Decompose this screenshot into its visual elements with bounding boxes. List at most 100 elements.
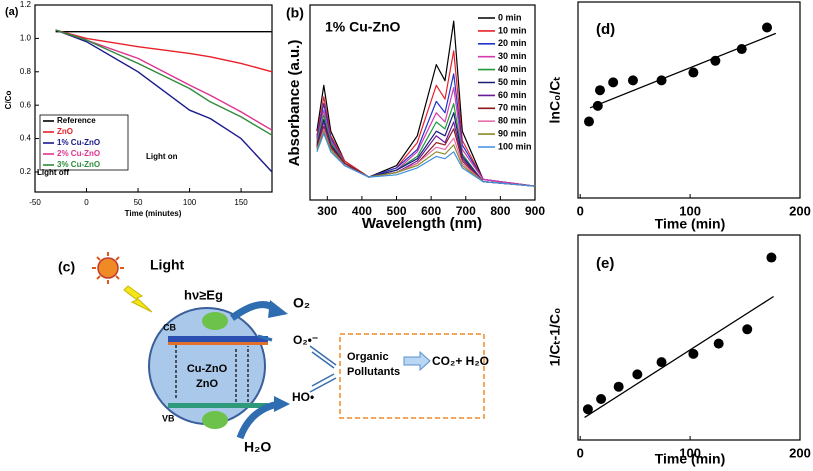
lightning-icon: [123, 285, 153, 313]
chart-title: 1% Cu-ZnO: [325, 19, 401, 35]
double-arrows: [309, 345, 337, 393]
legend-box: [39, 114, 129, 171]
electron-sphere: [202, 312, 228, 330]
water-text: H₂O: [244, 439, 271, 455]
plot-frame: [34, 4, 273, 193]
plot-frame: [577, 1, 801, 199]
annotation: Light off: [37, 168, 69, 177]
data-point: [583, 116, 594, 127]
annotation: Light on: [146, 152, 178, 161]
excitation-arrows: [175, 345, 249, 402]
diagram: (c) Light hν≥Eg CB VB Cu-ZnO ZnO: [58, 252, 489, 455]
legend-label: 30 min: [498, 51, 527, 61]
x-tick-label: 0: [577, 445, 584, 460]
x-tick-label: 700: [456, 204, 476, 218]
x-tick-label: 800: [490, 204, 510, 218]
legend-label: Reference: [57, 116, 96, 125]
series-line: [316, 20, 536, 187]
cb-text: CB: [163, 322, 176, 332]
y-tick-label: 1.2: [20, 0, 32, 9]
data-point: [596, 394, 607, 404]
y-tick-label: 0.8: [20, 67, 32, 76]
panel-label: (a): [5, 6, 19, 18]
conduction-band: [168, 336, 268, 342]
data-point: [710, 55, 721, 66]
x-tick-label: 200: [789, 445, 811, 460]
y-tick-label: 0.2: [20, 167, 32, 176]
fit-line: [589, 32, 777, 109]
x-tick-label: 300: [317, 204, 337, 218]
pollutant-text: Pollutants: [347, 366, 400, 378]
data-point: [632, 369, 643, 380]
legend-label: 3% Cu-ZnO: [57, 160, 100, 169]
arrow-head: [274, 396, 290, 412]
material-text: Cu-ZnO: [187, 363, 228, 375]
x-axis-label: Time (min): [655, 451, 726, 467]
hydroxyl-text: HO•: [292, 390, 314, 404]
data-point: [688, 348, 699, 359]
panel-label: (b): [286, 5, 304, 21]
x-axis-label: Time (min): [655, 216, 726, 232]
legend-label: 1% Cu-ZnO: [57, 138, 100, 147]
data-point: [762, 22, 773, 33]
legend-label: 50 min: [498, 77, 527, 87]
x-tick-label: 500: [387, 204, 407, 218]
x-tick-label: 600: [421, 204, 441, 218]
y-axis-label: lnC₀/Cₜ: [547, 77, 563, 124]
legend-label: 80 min: [498, 116, 527, 126]
o2-text: O₂: [293, 295, 310, 311]
arrow: [236, 400, 279, 440]
panel-label: (d): [596, 21, 615, 38]
x-tick-label: 100: [679, 203, 701, 218]
y-tick-label: 0.6: [20, 100, 32, 109]
vb-text: VB: [162, 413, 175, 423]
legend-label: 100 min: [498, 141, 532, 151]
data-point: [582, 404, 593, 415]
light-text: Light: [150, 257, 185, 273]
x-tick-label: 900: [525, 204, 545, 218]
series-line: [55, 29, 273, 173]
x-tick-label: 400: [352, 204, 372, 218]
series-line: [316, 130, 536, 187]
legend-label: 10 min: [498, 25, 527, 35]
legend-label: ZnO: [57, 127, 73, 136]
x-tick-label: 0: [577, 203, 584, 218]
y-axis-label: C/Co: [4, 91, 13, 110]
data-point: [594, 85, 605, 96]
hole-sphere: [202, 411, 228, 429]
pollutant-box: [339, 333, 485, 419]
x-tick-label: 150: [234, 198, 248, 207]
x-tick-label: 100: [679, 445, 701, 460]
y-axis-label: Absorbance (a.u.): [286, 40, 303, 167]
legend-label: 90 min: [498, 128, 527, 138]
data-point: [736, 44, 747, 55]
y-tick-label: 0.4: [20, 134, 32, 143]
valence-band: [168, 403, 268, 408]
series-line: [316, 132, 536, 187]
series-line: [55, 29, 273, 73]
panel-label: (c): [58, 259, 75, 275]
energy-text: hν≥Eg: [184, 287, 223, 302]
data-point: [713, 338, 724, 349]
plot-frame: [309, 4, 536, 201]
x-axis-label: Wavelength (nm): [362, 215, 482, 232]
x-tick-label: 50: [134, 198, 143, 207]
pollutant-text: Organic: [347, 351, 389, 363]
y-tick-label: 1.0: [20, 34, 32, 43]
legend-label: 40 min: [498, 64, 527, 74]
x-tick-label: 0: [84, 198, 89, 207]
arrow: [257, 334, 273, 342]
cu-level: [168, 342, 268, 345]
y-axis-label: 1/Cₜ-1/C₀: [547, 308, 563, 367]
arrow: [403, 350, 431, 372]
x-tick-label: 100: [183, 198, 197, 207]
products-text: CO₂+ H₂O: [432, 354, 489, 368]
x-tick-label: -50: [29, 198, 41, 207]
data-point: [766, 252, 777, 263]
data-point: [742, 324, 753, 335]
sun-icon: [92, 252, 124, 284]
x-axis-label: Time (minutes): [125, 209, 182, 218]
data-point: [656, 357, 667, 368]
